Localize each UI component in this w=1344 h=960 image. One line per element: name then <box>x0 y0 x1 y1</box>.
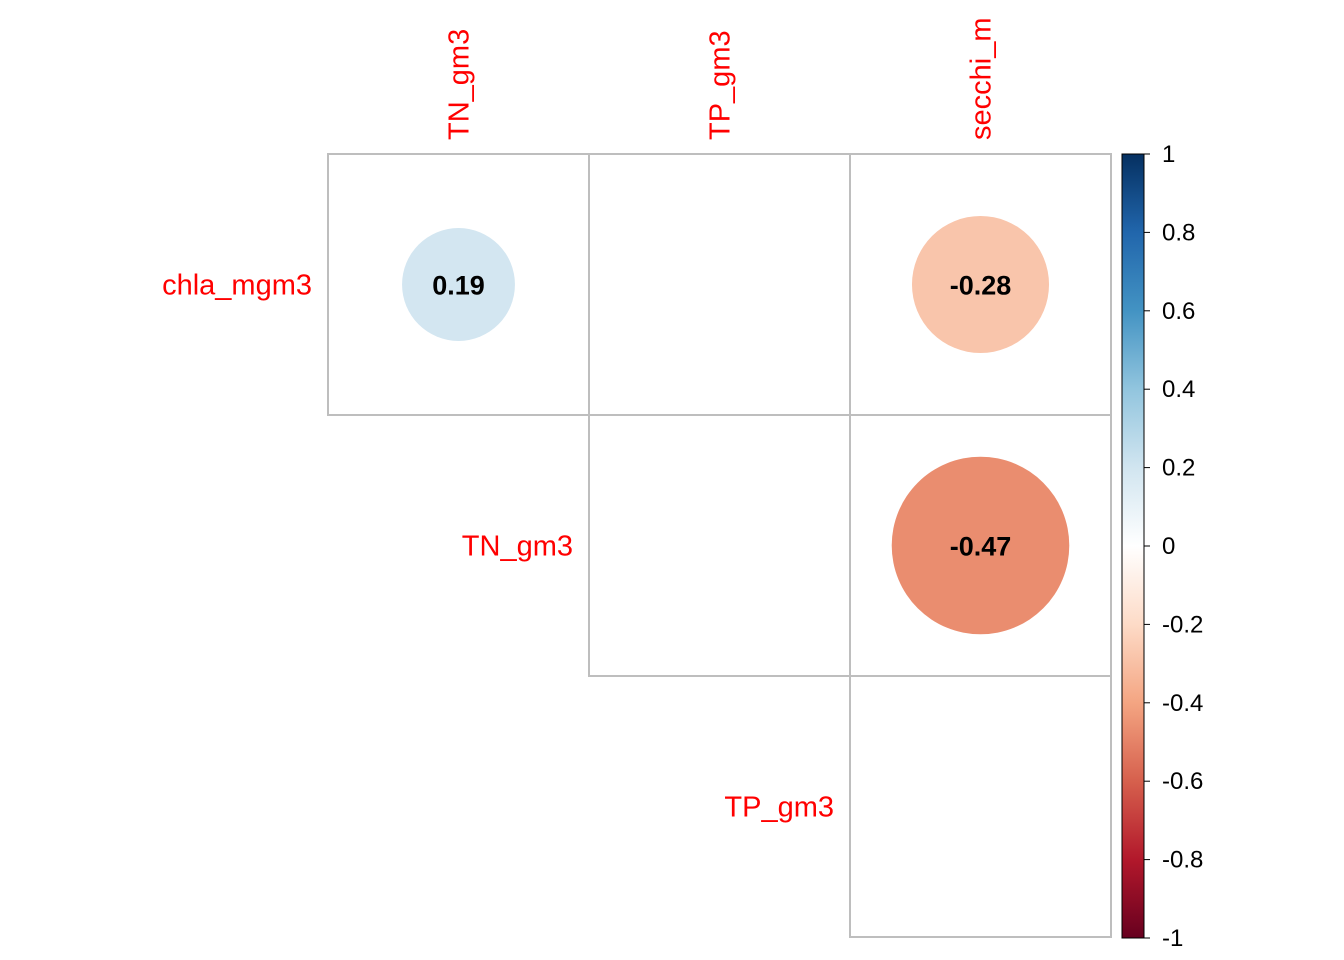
correlation-circles: 0.19 -0.28 -0.47 <box>402 215 1070 635</box>
legend-tick-label-3: 0.4 <box>1162 376 1195 403</box>
correlation-circle-1 <box>911 215 1050 354</box>
column-label-0: TN_gm3 <box>444 29 476 140</box>
row-label-1: TN_gm3 <box>462 531 573 563</box>
legend-tick-label-6: -0.2 <box>1162 611 1203 638</box>
legend-tick-label-7: -0.4 <box>1162 690 1203 717</box>
column-label-1: TP_gm3 <box>705 30 737 140</box>
row-labels: chla_mgm3 TN_gm3 TP_gm3 <box>162 270 834 824</box>
legend-ticks: 1 0.8 0.6 0.4 0.2 0 -0.2 -0.4 -0.6 -0.8 -1 <box>1144 141 1203 952</box>
correlation-value-label-0: 0.19 <box>432 271 485 301</box>
column-labels: TN_gm3 TP_gm3 secchi_m <box>444 18 998 141</box>
color-legend: 1 0.8 0.6 0.4 0.2 0 -0.2 -0.4 -0.6 -0.8 -1 <box>1121 141 1203 952</box>
legend-tick-label-5: 0 <box>1162 533 1175 560</box>
correlation-circle-0 <box>402 228 515 341</box>
grid <box>327 153 1112 938</box>
legend-color-bar <box>1121 153 1145 939</box>
legend-tick-label-4: 0.2 <box>1162 455 1195 482</box>
legend-tick-label-8: -0.6 <box>1162 768 1203 795</box>
grid-cell-2-2 <box>849 675 1112 938</box>
correlation-value-label-2: -0.47 <box>950 532 1012 562</box>
correlation-circle-2 <box>891 456 1070 635</box>
correlation-value-label-1: -0.28 <box>950 271 1012 301</box>
row-label-0: chla_mgm3 <box>162 270 312 302</box>
grid-cell-0-1 <box>588 153 851 416</box>
legend-tick-label-1: 0.8 <box>1162 219 1195 246</box>
legend-tick-label-0: 1 <box>1162 141 1175 168</box>
legend-tick-label-2: 0.6 <box>1162 298 1195 325</box>
legend-tick-label-10: -1 <box>1162 925 1183 952</box>
legend-tick-label-9: -0.8 <box>1162 847 1203 874</box>
row-label-2: TP_gm3 <box>724 792 834 824</box>
column-label-2: secchi_m <box>966 18 998 141</box>
grid-cell-1-1 <box>588 414 851 677</box>
